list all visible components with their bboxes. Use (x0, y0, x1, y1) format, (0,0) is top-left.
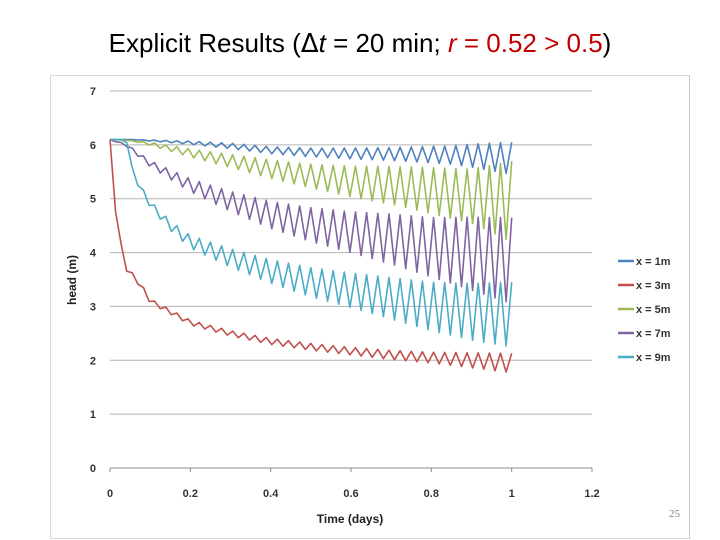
x-tick-label: 0 (107, 488, 113, 500)
grid-lines (110, 90, 592, 469)
axes: 0 1 2 3 4 5 6 7 0 0.2 0.4 0.6 0.8 1 1.2 (90, 86, 600, 500)
title-t: t (318, 28, 326, 58)
y-tick-label: 3 (90, 301, 96, 313)
slide-number: 25 (669, 508, 680, 520)
series-line-3 (109, 138, 513, 240)
legend-label-4: x = 7m (636, 328, 671, 340)
slide-title: Explicit Results (Δt = 20 min; r = 0.52 … (0, 28, 720, 59)
y-tick-label: 6 (90, 140, 96, 152)
title-r-label: r (447, 28, 457, 58)
title-r-value: = 0.52 > 0.5 (456, 28, 603, 58)
y-tick-label: 0 (90, 463, 96, 475)
x-tick-label: 1.2 (584, 488, 599, 500)
y-tick-label: 7 (90, 86, 96, 98)
legend-label-2: x = 3m (636, 280, 671, 292)
title-prefix: Explicit Results ( (108, 28, 301, 58)
series-lines (109, 138, 513, 373)
series-line-4 (109, 138, 513, 303)
x-axis-title: Time (days) (317, 512, 383, 526)
legend: x = 1m x = 3m x = 5m x = 7m x = 9m (618, 256, 671, 364)
y-axis-title: head (m) (65, 255, 79, 305)
series-line-2 (109, 139, 513, 373)
title-delta-symbol: Δ (300, 29, 319, 59)
y-tick-label: 5 (90, 194, 96, 206)
legend-label-1: x = 1m (636, 256, 671, 268)
x-tick-label: 0.4 (263, 488, 279, 500)
title-mid: = 20 min; (325, 28, 448, 58)
y-tick-label: 1 (90, 409, 96, 421)
x-tick-label: 1 (509, 488, 515, 500)
title-suffix: ) (602, 28, 612, 58)
y-tick-label: 2 (90, 355, 96, 367)
y-tick-label: 4 (90, 248, 97, 260)
x-tick-label: 0.8 (424, 488, 439, 500)
series-line-1 (110, 138, 513, 175)
chart-frame (50, 75, 690, 539)
legend-label-5: x = 9m (636, 352, 671, 364)
x-tick-label: 0.2 (183, 488, 198, 500)
legend-label-3: x = 5m (636, 304, 671, 316)
x-tick-label: 0.6 (343, 488, 358, 500)
series-line-5 (110, 138, 513, 347)
